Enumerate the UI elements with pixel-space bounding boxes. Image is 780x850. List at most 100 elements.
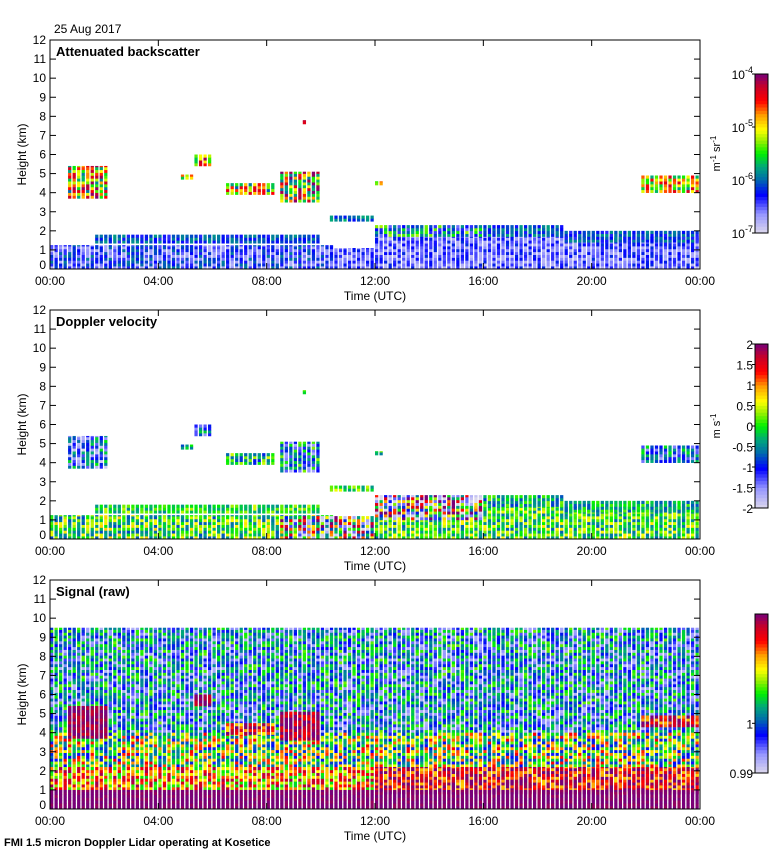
heatmap-cell <box>185 248 189 253</box>
heatmap-cell <box>198 536 203 540</box>
heatmap-cell <box>384 246 388 250</box>
heatmap-cell <box>68 442 72 446</box>
heatmap-cell <box>442 527 446 531</box>
heatmap-cell <box>677 533 681 537</box>
heatmap-cell <box>460 233 465 237</box>
heatmap-cell <box>424 499 428 504</box>
heatmap-cell <box>388 266 392 270</box>
heatmap-cell <box>393 227 397 232</box>
heatmap-cell <box>198 245 203 247</box>
heatmap-cell <box>397 243 401 247</box>
heatmap-cell <box>402 521 406 525</box>
heatmap-cell <box>578 266 582 270</box>
heatmap-cell <box>131 504 135 508</box>
heatmap-cell <box>144 254 149 258</box>
heatmap-cell <box>370 527 374 531</box>
heatmap-cell <box>95 245 99 247</box>
heatmap-cell <box>180 174 185 177</box>
heatmap-cell <box>189 533 194 537</box>
heatmap-cell <box>135 533 140 537</box>
heatmap-cell <box>352 488 356 492</box>
heatmap-cell <box>244 515 248 517</box>
heatmap-cell <box>402 225 406 229</box>
heatmap-cell <box>433 225 437 229</box>
heatmap-cell <box>632 524 636 528</box>
heatmap-cell <box>117 257 121 261</box>
heatmap-cell <box>90 165 94 168</box>
heatmap-cell <box>578 503 582 507</box>
heatmap-cell <box>393 266 397 270</box>
heatmap-cell <box>537 254 541 258</box>
heatmap-cell <box>636 248 641 253</box>
heatmap-cell <box>605 236 609 240</box>
heatmap-cell <box>298 185 302 189</box>
heatmap-cell <box>663 178 668 182</box>
heatmap-cell <box>501 527 505 531</box>
heatmap-cell <box>519 521 523 525</box>
heatmap-cell <box>95 459 99 463</box>
heatmap-cell <box>447 499 451 504</box>
heatmap-cell <box>659 536 663 540</box>
heatmap-cell <box>113 527 117 531</box>
heatmap-cell <box>284 530 288 534</box>
heatmap-cell <box>600 500 604 504</box>
heatmap-cell <box>185 518 189 523</box>
heatmap-cell <box>108 507 112 511</box>
heatmap-cell <box>402 502 406 506</box>
heatmap-cell <box>253 455 257 460</box>
heatmap-cell <box>352 257 356 261</box>
heatmap-cell <box>284 443 288 447</box>
heatmap-cell <box>162 518 167 523</box>
heatmap-cell <box>293 176 297 180</box>
heatmap-cell <box>81 260 85 264</box>
heatmap-cell <box>555 227 559 232</box>
heatmap-cell <box>519 530 523 534</box>
heatmap-cell <box>271 237 275 241</box>
heatmap-cell <box>600 248 604 253</box>
heatmap-cell <box>636 257 641 261</box>
heatmap-cell <box>262 504 266 508</box>
heatmap-cell <box>654 257 659 261</box>
heatmap-cell <box>645 236 650 240</box>
heatmap-cell <box>438 266 442 270</box>
heatmap-cell <box>370 248 374 253</box>
heatmap-cell <box>501 521 505 525</box>
heatmap-cell <box>375 508 379 512</box>
heatmap-cell <box>131 245 135 247</box>
heatmap-cell <box>135 518 140 523</box>
heatmap-cell <box>95 530 99 534</box>
heatmap-cell <box>266 458 270 463</box>
heatmap-cell <box>569 506 573 510</box>
heatmap-cell <box>221 515 225 517</box>
heatmap-cell <box>54 533 58 537</box>
heatmap-cell <box>411 524 415 528</box>
heatmap-cell <box>663 181 668 185</box>
heatmap-cell <box>397 497 401 501</box>
heatmap-cell <box>135 246 140 250</box>
heatmap-cell <box>144 504 149 508</box>
heatmap-cell <box>329 533 334 537</box>
heatmap-cell <box>81 456 85 461</box>
heatmap-cell <box>77 451 81 455</box>
heatmap-cell <box>347 263 352 267</box>
heatmap-cell <box>289 237 293 241</box>
heatmap-cell <box>113 248 117 253</box>
heatmap-cell <box>117 507 121 511</box>
heatmap-cell <box>158 530 162 534</box>
heatmap-cell <box>167 245 171 247</box>
heatmap-cell <box>465 260 469 264</box>
heatmap-cell <box>95 510 99 514</box>
heatmap-cell <box>668 513 672 517</box>
heatmap-cell <box>203 518 207 523</box>
heatmap-cell <box>207 248 212 253</box>
heatmap-cell <box>365 257 370 261</box>
heatmap-cell <box>131 260 135 264</box>
heatmap-cell <box>86 189 90 193</box>
heatmap-cell <box>537 530 541 534</box>
heatmap-cell <box>207 533 212 537</box>
heatmap-cell <box>465 514 469 518</box>
colorbar-swatch <box>755 80 768 85</box>
heatmap-cell <box>650 266 654 270</box>
heatmap-cell <box>217 246 221 250</box>
heatmap-cell <box>316 182 320 186</box>
